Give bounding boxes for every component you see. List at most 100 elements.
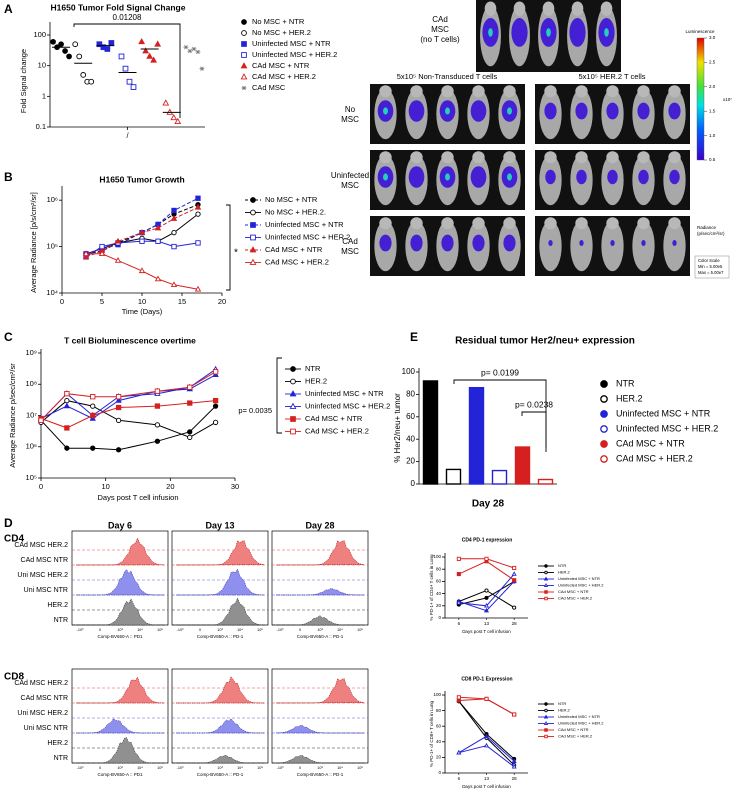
flow-axis-tick: 10⁵ [357, 628, 363, 632]
colorbar-exponent: x10⁷ [723, 97, 732, 102]
marker [126, 78, 133, 85]
marker [122, 65, 129, 72]
legend-label: Uninfected MSC + NTR [616, 408, 711, 418]
image-column-label: 5x10⁵ Non-Transduced T cells [397, 72, 498, 81]
flow-axis-tick: 10⁴ [337, 766, 343, 770]
x-tick-label: 0 [39, 482, 43, 491]
annotation-bracket [521, 411, 547, 452]
panel-label: A [4, 2, 13, 16]
signal-hot [445, 173, 450, 181]
flow-row-label: CAd MSC NTR [21, 695, 68, 702]
y-tick-label: 60 [436, 579, 442, 584]
x-tick-label: 28 [512, 776, 518, 781]
image-row-label: CAd [342, 237, 358, 246]
flow-row-label: HER.2 [47, 602, 68, 609]
marker [154, 224, 162, 231]
flow-axis-label: Comp-BV650-A :: PD-1 [197, 634, 244, 639]
marker [512, 578, 517, 583]
mouse-head [571, 1, 584, 16]
signal [610, 240, 615, 246]
annotation-bracket [226, 204, 231, 291]
marker [290, 416, 296, 422]
signal [606, 102, 619, 120]
series-line [40, 374, 216, 420]
annotation: p= 0.0199 [481, 367, 519, 377]
marker [64, 397, 70, 404]
signal [668, 102, 681, 120]
marker [64, 425, 70, 431]
flow-axis-label: Comp-BV650-A :: PD-1 [197, 772, 244, 777]
legend-label: No MSC + HER.2 [252, 28, 311, 37]
signal [544, 102, 557, 120]
flow-histogram [275, 678, 365, 704]
marker [600, 455, 608, 463]
annotation-bracket [73, 23, 181, 118]
signal-hot [383, 173, 388, 181]
flow-histogram [176, 568, 265, 596]
y-tick-label: 60 [436, 723, 442, 728]
signal-hot [604, 28, 609, 37]
signal [408, 166, 425, 188]
flow-axis-tick: -10³ [77, 628, 84, 632]
flow-histogram [276, 615, 364, 626]
signal-hot [507, 173, 512, 181]
mouse-head [503, 217, 516, 230]
signal-hot [507, 107, 512, 115]
flow-histogram [276, 588, 364, 596]
signal [579, 240, 584, 246]
flow-row-label: NTR [54, 755, 68, 762]
colorbar-tick-label: 1.0 [709, 133, 716, 138]
flow-column-label: Day 28 [305, 520, 334, 530]
marker [195, 211, 201, 217]
marker [543, 721, 549, 725]
mouse-head [575, 151, 588, 164]
marker [90, 403, 96, 409]
mouse-head [410, 217, 423, 230]
y-tick-label: 10⁴ [46, 288, 58, 297]
legend-label: No MSC + HER.2. [265, 207, 326, 216]
signal [638, 169, 649, 185]
marker [544, 570, 548, 575]
marker [250, 209, 256, 216]
flow-group-label: CD8 [4, 672, 24, 683]
legend-label: Uninfected MSC + HER.2 [265, 232, 350, 241]
flow-row-label: Uni MSC HER.2 [17, 572, 68, 579]
marker [600, 425, 608, 433]
marker [171, 243, 177, 250]
mouse-head [637, 217, 650, 230]
legend-label: CAd MSC + NTR [252, 61, 310, 70]
flow-panel [271, 668, 369, 764]
annotation: p= 0.0238 [515, 399, 553, 409]
marker [187, 384, 193, 390]
flow-histogram [76, 569, 164, 596]
mouse-head [379, 217, 392, 230]
marker [194, 203, 202, 210]
marker [154, 422, 161, 428]
annotation-bracket [453, 379, 547, 448]
legend-label: CAd MSC + HER.2 [265, 257, 329, 266]
mouse-head [379, 85, 392, 98]
x-tick-label: 0 [60, 297, 64, 306]
flow-row-label: HER.2 [47, 740, 68, 747]
marker [543, 583, 549, 587]
image-row-label: MSC [341, 181, 359, 190]
marker [456, 556, 461, 561]
marker [544, 728, 548, 732]
flow-panel [171, 530, 269, 626]
marker [187, 434, 193, 440]
colorbar-tick-label: 1.5 [709, 108, 716, 113]
signal-hot [383, 107, 388, 115]
marker [290, 378, 296, 385]
marker [512, 565, 517, 571]
mouse-head [668, 151, 681, 164]
image-label: CAd [432, 15, 448, 24]
scale-text: Min = 5.00e5 [698, 264, 723, 269]
flow-row-label: CAd MSC NTR [21, 557, 68, 564]
marker [138, 267, 146, 274]
legend-label: Uninfected MSC + NTR [252, 39, 331, 48]
mouse-head [472, 151, 485, 164]
signal-hot [488, 28, 493, 37]
marker [289, 402, 297, 409]
marker [484, 696, 489, 701]
